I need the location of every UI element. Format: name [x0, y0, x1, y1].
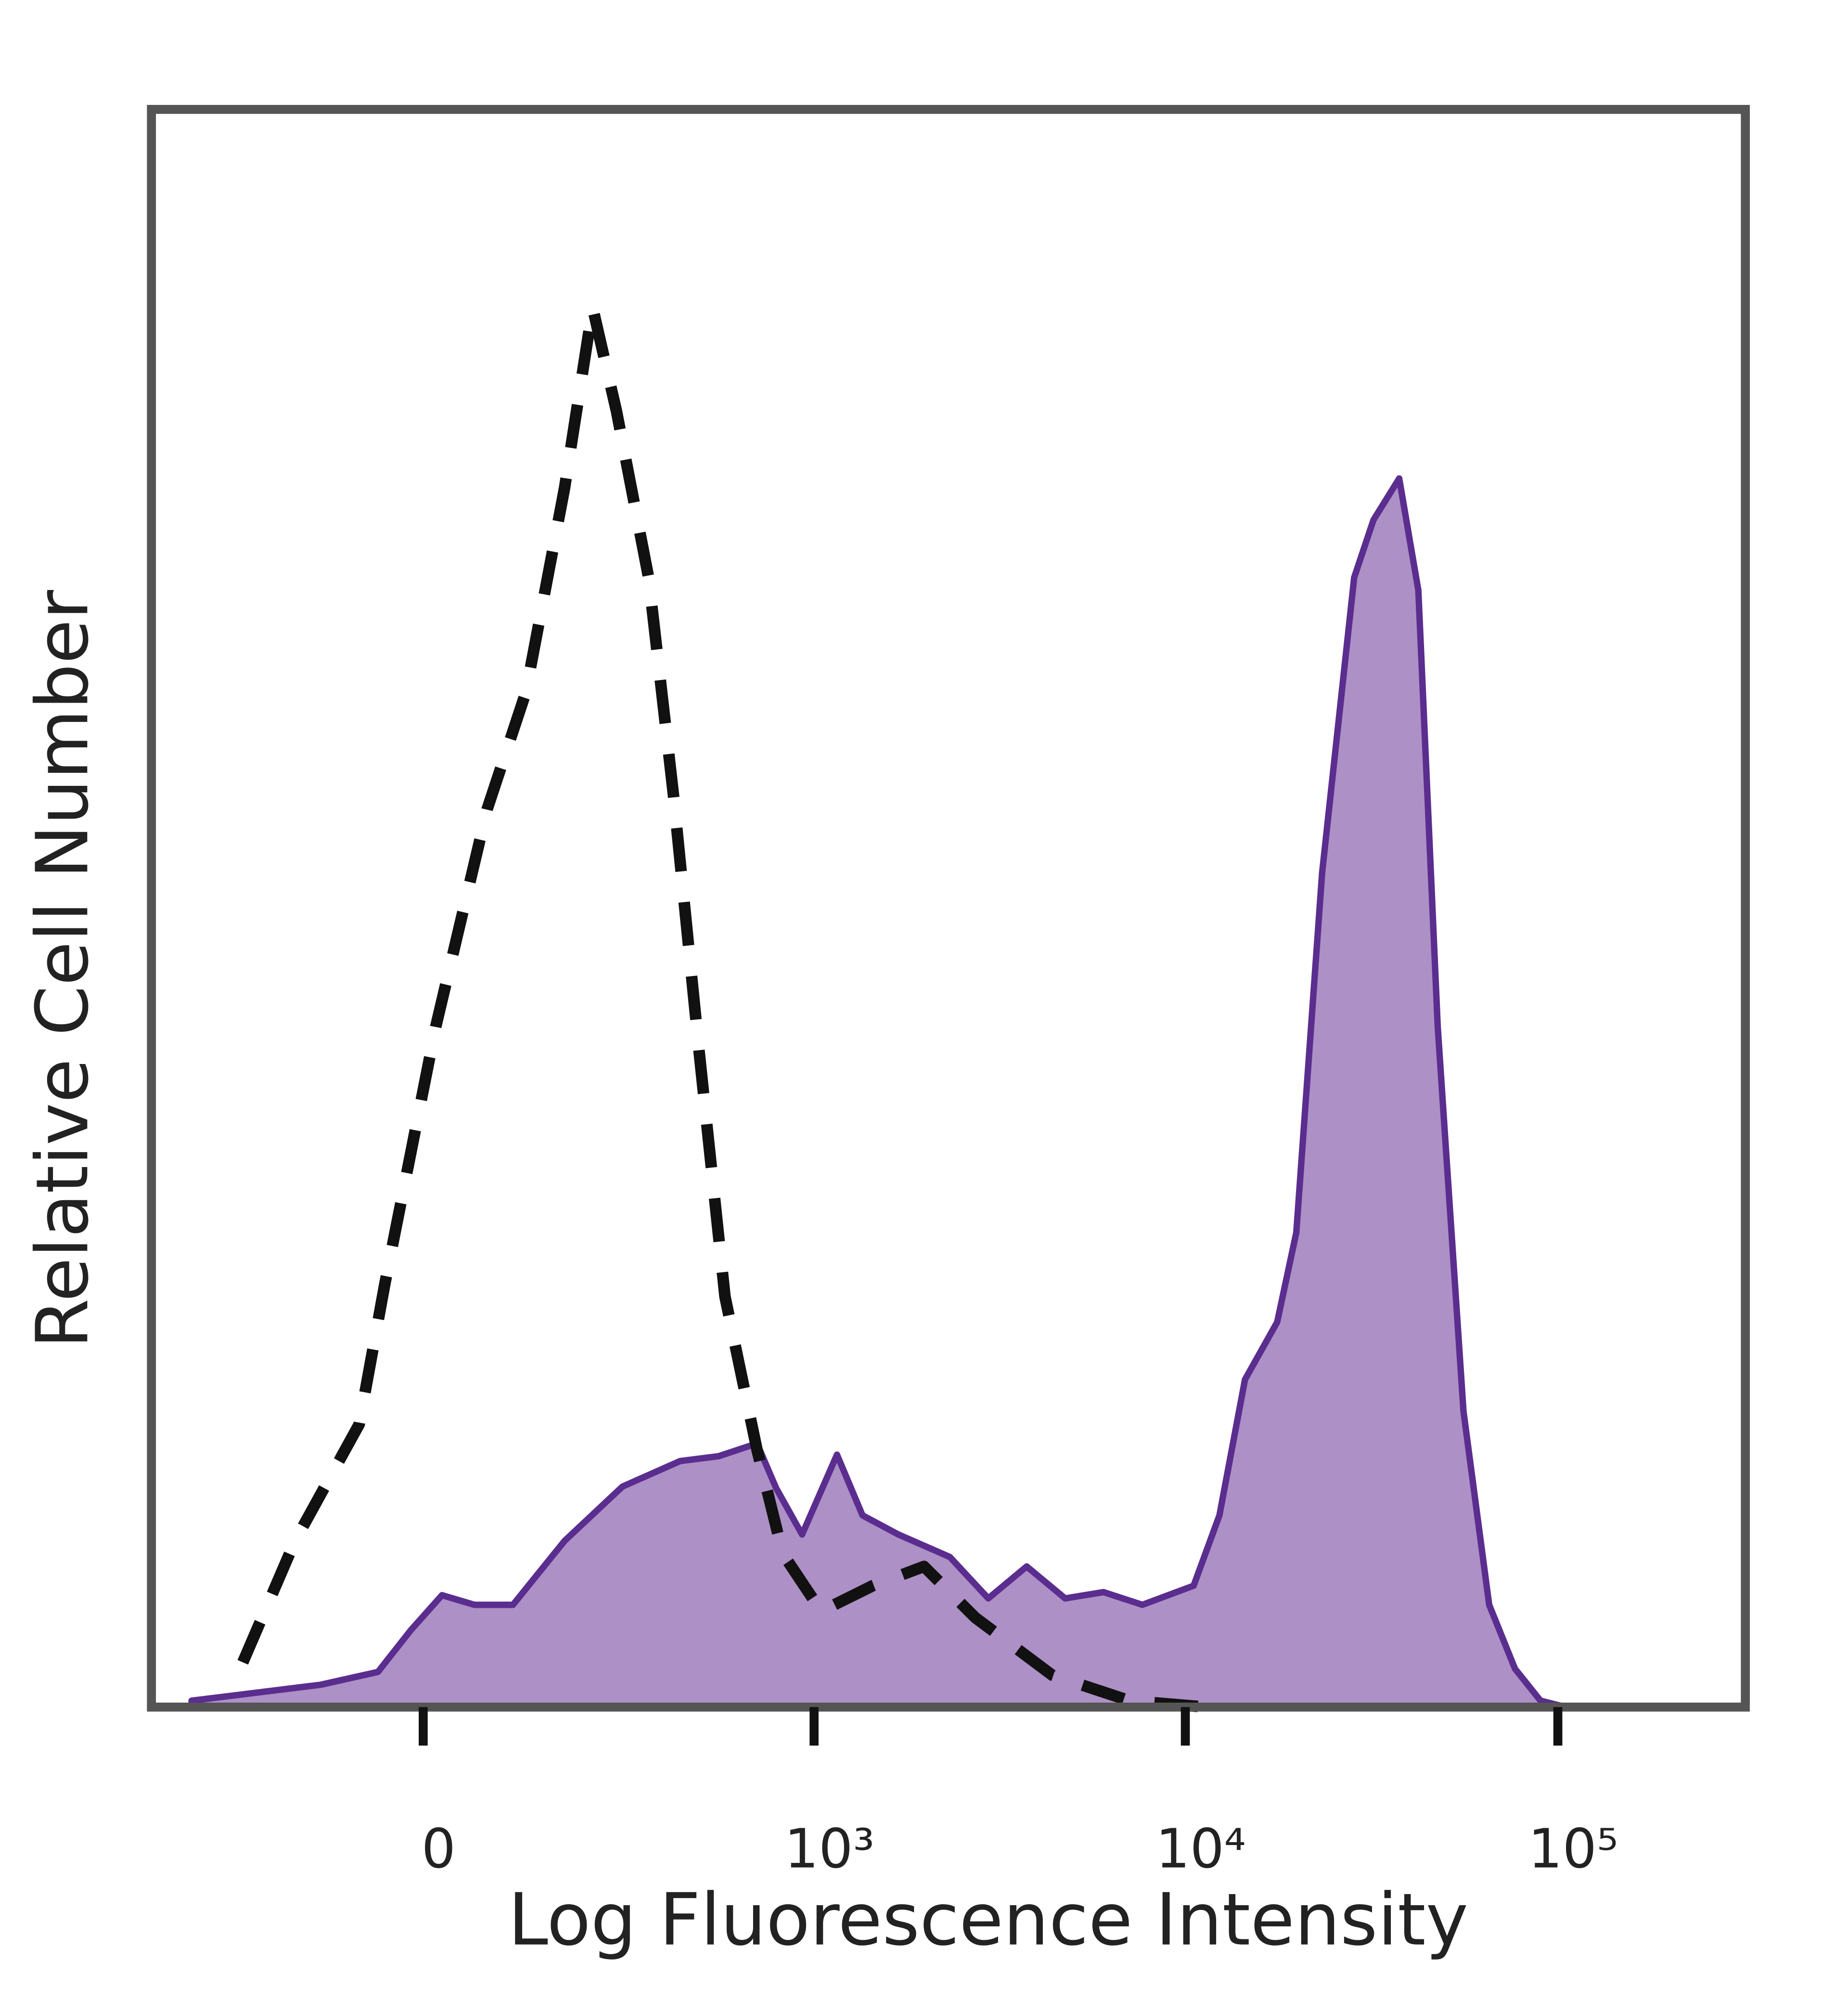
x-tick-label: 10³: [784, 1818, 874, 1881]
x-tick-label: 0: [422, 1818, 456, 1881]
x-axis-label: Log Fluorescence Intensity: [508, 1878, 1468, 1962]
y-axis-label: Relative Cell Number: [21, 590, 104, 1348]
histogram-line: [237, 302, 1207, 1713]
x-tick-label: 10⁵: [1528, 1818, 1618, 1881]
histogram-area: [188, 475, 1569, 1710]
x-tick-label: 10⁴: [1155, 1818, 1245, 1881]
plot-frame: [147, 105, 1750, 1712]
